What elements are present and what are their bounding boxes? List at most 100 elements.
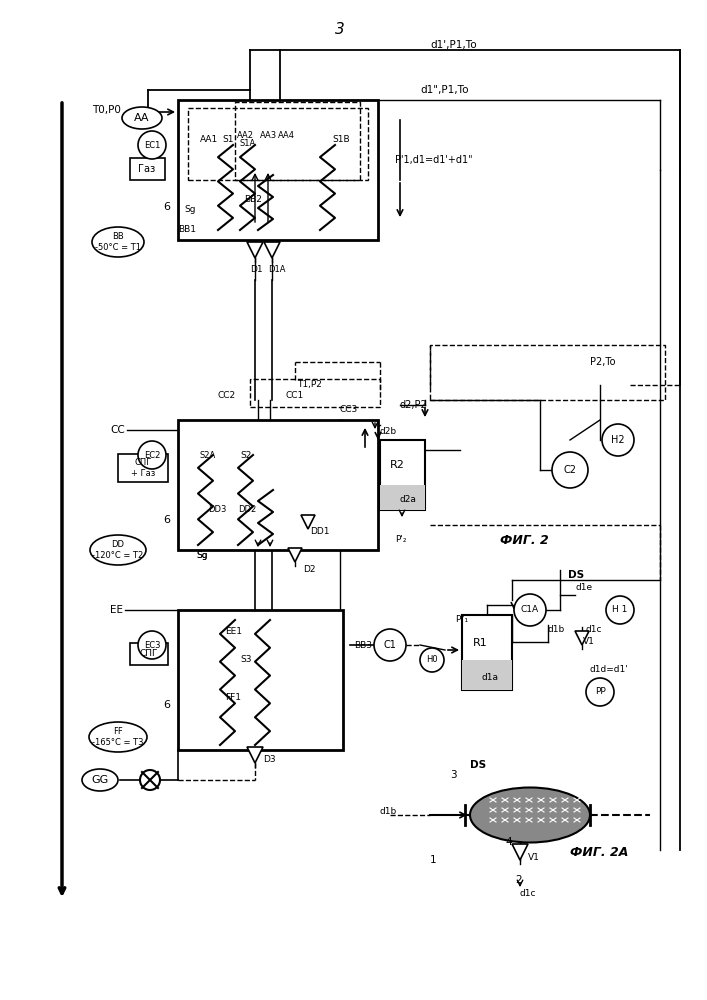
Text: EC1: EC1 <box>144 140 160 149</box>
Text: 3: 3 <box>335 22 345 37</box>
Text: H2: H2 <box>611 435 625 445</box>
Text: d2b: d2b <box>380 428 397 436</box>
Text: C1: C1 <box>384 640 397 650</box>
Text: 4: 4 <box>505 837 512 847</box>
Text: P'₂: P'₂ <box>395 536 407 544</box>
Text: S1B: S1B <box>332 135 350 144</box>
Text: CC3: CC3 <box>340 406 358 414</box>
Polygon shape <box>288 548 302 562</box>
Text: H0: H0 <box>426 656 438 664</box>
Text: P"₁: P"₁ <box>455 615 468 624</box>
Text: AA3: AA3 <box>260 130 277 139</box>
Bar <box>380 485 425 510</box>
Bar <box>462 660 512 690</box>
Text: R1: R1 <box>472 638 487 648</box>
Text: d2,P2: d2,P2 <box>400 400 428 410</box>
Text: C2: C2 <box>563 465 576 475</box>
Bar <box>250 379 380 407</box>
Bar <box>178 610 343 750</box>
Ellipse shape <box>82 769 118 791</box>
Polygon shape <box>264 242 280 258</box>
Text: EC3: EC3 <box>144 641 160 650</box>
Bar <box>178 420 378 550</box>
Bar <box>130 158 165 180</box>
Text: CC1: CC1 <box>285 390 303 399</box>
Bar <box>430 345 665 400</box>
Text: d1c: d1c <box>520 888 537 898</box>
Text: 6: 6 <box>163 515 170 525</box>
Circle shape <box>420 648 444 672</box>
Circle shape <box>138 631 166 659</box>
Text: d1b: d1b <box>380 808 397 816</box>
Bar <box>462 615 512 690</box>
Text: d1d=d1': d1d=d1' <box>590 666 629 674</box>
Text: S2: S2 <box>240 450 252 460</box>
Text: T1,P2: T1,P2 <box>297 380 322 389</box>
Text: DS: DS <box>470 760 486 770</box>
Circle shape <box>514 594 546 626</box>
Text: СПГ: СПГ <box>140 650 158 658</box>
Text: СПГ
+ Газ: СПГ + Газ <box>131 458 155 478</box>
Circle shape <box>606 596 634 624</box>
Ellipse shape <box>470 788 590 842</box>
Text: PP: PP <box>595 688 605 696</box>
Text: AA1: AA1 <box>200 135 218 144</box>
Text: P2,To: P2,To <box>590 357 616 367</box>
Circle shape <box>552 452 588 488</box>
Bar <box>130 643 168 665</box>
Text: BB1: BB1 <box>178 226 196 234</box>
Text: 6: 6 <box>163 202 170 212</box>
Text: Газ: Газ <box>139 164 156 174</box>
Text: T0,P0: T0,P0 <box>92 105 121 115</box>
Text: d1a: d1a <box>482 674 499 682</box>
Circle shape <box>586 678 614 706</box>
Text: R2: R2 <box>390 460 404 470</box>
Text: CC2: CC2 <box>218 390 236 399</box>
Text: BB
-50°C = T1: BB -50°C = T1 <box>95 232 141 252</box>
Text: DD1: DD1 <box>310 528 329 536</box>
Text: D3: D3 <box>263 756 276 764</box>
Text: ФИГ. 2А: ФИГ. 2А <box>570 846 629 858</box>
Text: DD
-120°C = T2: DD -120°C = T2 <box>93 540 144 560</box>
Text: GG: GG <box>91 775 109 785</box>
Text: EC2: EC2 <box>144 450 160 460</box>
Text: BB2: BB2 <box>244 196 262 205</box>
Text: EE: EE <box>110 605 123 615</box>
Text: 1: 1 <box>430 855 437 865</box>
Polygon shape <box>301 515 315 529</box>
Bar <box>188 108 368 180</box>
Text: d1e: d1e <box>575 584 592 592</box>
Text: V1: V1 <box>583 638 595 647</box>
Ellipse shape <box>122 107 162 129</box>
Text: AA2: AA2 <box>237 130 254 139</box>
Text: Sg: Sg <box>196 550 207 560</box>
Ellipse shape <box>89 722 147 752</box>
Text: ФИГ. 2: ФИГ. 2 <box>500 534 549 546</box>
Text: Sg: Sg <box>196 550 207 560</box>
Text: DD2: DD2 <box>238 506 256 514</box>
Text: EE1: EE1 <box>225 628 242 637</box>
Text: D1: D1 <box>250 265 262 274</box>
Polygon shape <box>512 844 528 860</box>
Text: 3: 3 <box>450 770 457 780</box>
Text: d2a: d2a <box>400 495 417 504</box>
Text: DS: DS <box>568 570 584 580</box>
Text: S1A: S1A <box>240 138 256 147</box>
Polygon shape <box>247 747 263 763</box>
Text: S2A: S2A <box>200 450 216 460</box>
Text: D2: D2 <box>303 566 315 574</box>
Polygon shape <box>247 242 263 258</box>
Text: DD3: DD3 <box>208 506 226 514</box>
Text: Sg: Sg <box>184 206 196 215</box>
Text: S1: S1 <box>222 135 233 144</box>
Text: P'1,d1=d1'+d1": P'1,d1=d1'+d1" <box>395 155 472 165</box>
Text: D1A: D1A <box>268 265 286 274</box>
Circle shape <box>602 424 634 456</box>
Text: d1c: d1c <box>585 626 602 635</box>
Circle shape <box>138 441 166 469</box>
Bar <box>380 440 425 510</box>
Ellipse shape <box>90 535 146 565</box>
Text: d1b: d1b <box>548 626 566 635</box>
Bar <box>178 100 378 240</box>
Text: AA: AA <box>134 113 150 123</box>
